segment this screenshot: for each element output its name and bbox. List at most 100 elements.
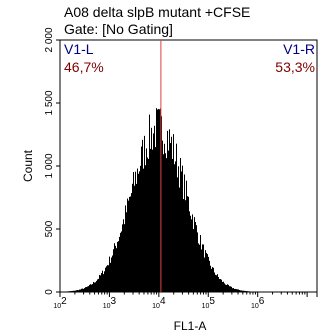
histogram-bar — [158, 109, 159, 293]
histogram-bar — [76, 290, 77, 292]
histogram-bar — [173, 134, 174, 292]
histogram-bar — [132, 183, 133, 292]
histogram-bar — [206, 252, 207, 292]
histogram-bar — [196, 225, 197, 292]
histogram-bar — [75, 290, 76, 292]
histogram-bar — [134, 185, 135, 292]
histogram-bar — [197, 232, 198, 292]
histogram-bar — [194, 217, 195, 292]
x-axis-label: FL1-A — [174, 319, 207, 333]
histogram-bar — [152, 149, 153, 292]
histogram-bar — [235, 288, 236, 292]
histogram-bar — [112, 255, 113, 292]
histogram-bar — [245, 290, 246, 292]
histogram-bar — [81, 288, 82, 292]
histogram-bar — [190, 215, 191, 292]
histogram-bar — [224, 283, 225, 292]
histogram-bar — [201, 249, 202, 292]
histogram-bar — [114, 243, 115, 292]
histogram-bar — [103, 274, 104, 292]
histogram-bar — [188, 196, 189, 292]
histogram-bar — [220, 279, 221, 292]
histogram-bar — [120, 232, 121, 292]
histogram-bar — [73, 290, 74, 292]
histogram-bar — [79, 289, 80, 292]
histogram-bar — [236, 289, 237, 292]
histogram-bar — [143, 168, 144, 292]
histogram-bar — [226, 285, 227, 292]
histogram-bar — [116, 248, 117, 292]
histogram-bar — [144, 135, 145, 292]
histogram-bar — [90, 284, 91, 292]
histogram-bar — [136, 183, 137, 292]
histogram-bar — [126, 212, 127, 292]
histogram-bar — [238, 289, 239, 292]
histogram-bar — [162, 140, 163, 292]
x-tick-label: 103 — [103, 296, 117, 310]
histogram-bar — [98, 278, 99, 292]
histogram-bar — [72, 290, 73, 292]
histogram-bar — [111, 257, 112, 292]
histogram-bar — [124, 224, 125, 292]
histogram-bar — [178, 166, 179, 292]
histogram-bar — [131, 193, 132, 292]
histogram-bar — [192, 214, 193, 292]
histogram-bar — [108, 265, 109, 292]
histogram-bar — [107, 265, 108, 292]
histogram-bar — [123, 219, 124, 292]
histogram-bar — [166, 158, 167, 292]
histogram-bar — [133, 171, 134, 292]
histogram-bar — [227, 284, 228, 292]
histogram-bar — [122, 224, 123, 292]
y-axis-label: Count — [21, 149, 35, 182]
gate-right-name: V1-R — [283, 41, 315, 57]
histogram-bar — [164, 143, 165, 292]
histogram-bar — [117, 241, 118, 292]
histogram-bar — [234, 288, 235, 292]
histogram-bar — [189, 211, 190, 292]
histogram-bar — [95, 282, 96, 292]
histogram-bar — [145, 165, 146, 292]
histogram-bar — [96, 280, 97, 292]
histogram-bar — [203, 244, 204, 292]
histogram-bar — [105, 267, 106, 292]
y-tick-label: 500 — [44, 220, 55, 237]
histogram-bar — [137, 168, 138, 292]
histogram-bar — [97, 279, 98, 292]
histogram-bar — [174, 164, 175, 292]
histogram-bar — [179, 187, 180, 292]
histogram-bar — [78, 290, 79, 292]
histogram-bar — [119, 236, 120, 292]
y-tick-label: 0 — [44, 289, 55, 295]
histogram-bar — [165, 153, 166, 292]
histogram-bar — [172, 158, 173, 292]
gate-right-percent: 53,3% — [275, 59, 315, 75]
histogram-bar — [92, 284, 93, 292]
histogram-bar — [170, 143, 171, 292]
histogram-bar — [168, 150, 169, 292]
histogram-bar — [200, 235, 201, 292]
histogram-bar — [221, 279, 222, 292]
histogram-bar — [229, 286, 230, 292]
histogram-bar — [106, 266, 107, 292]
histogram-bar — [148, 158, 149, 292]
y-tick-label: 1 500 — [44, 90, 55, 115]
histogram-bar — [94, 282, 95, 292]
histogram-bar — [193, 229, 194, 292]
histogram-bar — [89, 284, 90, 292]
histogram-bar — [213, 267, 214, 292]
histogram-bar — [228, 284, 229, 292]
histogram-bar — [163, 154, 164, 292]
histogram-bar — [147, 157, 148, 292]
histogram-bar — [208, 256, 209, 292]
histogram-bar — [153, 133, 154, 292]
histogram-bar — [177, 177, 178, 292]
histogram-bar — [129, 196, 130, 292]
plot-frame — [59, 39, 318, 293]
histogram-bar — [191, 219, 192, 292]
histogram-bar — [109, 256, 110, 292]
histogram-bar — [222, 281, 223, 292]
histogram-bar — [187, 196, 188, 292]
histogram-bar — [205, 250, 206, 292]
histogram-bar — [212, 267, 213, 292]
